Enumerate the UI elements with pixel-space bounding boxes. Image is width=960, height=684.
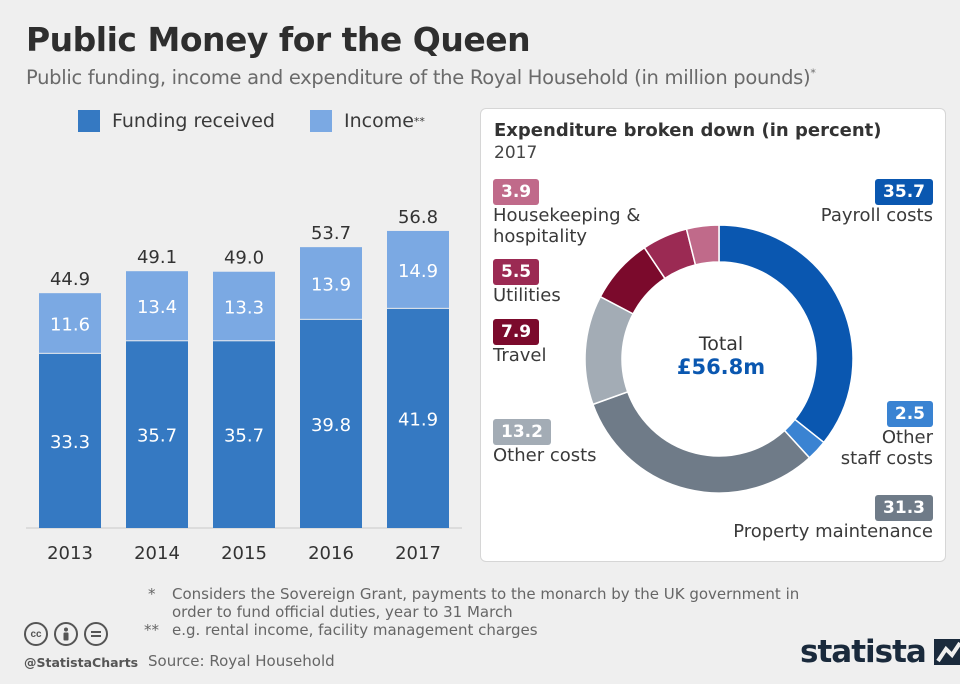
panel-year: 2017 (494, 143, 538, 163)
subtitle-text: Public funding, income and expenditure o… (26, 66, 811, 89)
subtitle-footnote-mark: * (810, 66, 816, 80)
legend-item-income: Income ** (310, 110, 425, 132)
label-funding-2014: 35.7 (137, 426, 177, 447)
annotation-other-costs: 13.2 Other costs (493, 419, 597, 466)
label-other-staff-line2: staff costs (840, 448, 933, 469)
badge-other-staff: 2.5 (886, 401, 933, 427)
x-tick-2016: 2016 (308, 543, 354, 564)
bar-income-2014 (126, 271, 188, 341)
legend-label-income: Income (344, 110, 414, 132)
label-funding-2013: 33.3 (50, 432, 90, 453)
label-income-2016: 13.9 (311, 274, 351, 295)
donut-slice-other_costs (584, 295, 635, 406)
label-travel: Travel (493, 345, 547, 366)
legend-income-mark: ** (413, 114, 425, 128)
label-income-2014: 13.4 (137, 297, 177, 318)
legend-item-funding: Funding received (78, 110, 275, 132)
bar-income-2017 (387, 230, 449, 308)
panel-title: Expenditure broken down (in percent) (494, 120, 882, 141)
donut-slice-property (591, 390, 811, 494)
label-housekeeping-line2: hospitality (493, 226, 588, 247)
footnotes: * Considers the Sovereign Grant, payments… (144, 585, 812, 639)
nd-icon (84, 622, 108, 646)
expenditure-panel: Expenditure broken down (in percent) 201… (480, 108, 946, 562)
legend-swatch-funding (78, 110, 100, 132)
donut-total-label: Total £56.8m (671, 333, 771, 379)
annotation-payroll: 35.7 Payroll costs (821, 179, 933, 226)
label-total-2013: 44.9 (50, 269, 90, 290)
bar-funding-2013 (39, 353, 101, 528)
annotation-travel: 7.9 Travel (493, 319, 547, 366)
legend-swatch-income (310, 110, 332, 132)
bar-funding-2017 (387, 308, 449, 528)
label-property: Property maintenance (733, 521, 933, 542)
chart-subtitle: Public funding, income and expenditure o… (26, 66, 816, 89)
by-icon (54, 622, 78, 646)
footnote-1-mark: * (148, 585, 156, 603)
bar-funding-2014 (126, 341, 188, 528)
bar-income-2016 (300, 247, 362, 319)
badge-other-costs: 13.2 (493, 419, 551, 445)
annotation-housekeeping: 3.9 Housekeeping & hospitality (493, 179, 640, 247)
bar-income-2015 (213, 271, 275, 341)
badge-housekeeping: 3.9 (493, 179, 540, 205)
label-housekeeping-line1: Housekeeping & (493, 205, 641, 226)
label-total-2016: 53.7 (311, 223, 351, 244)
footnote-1-text: Considers the Sovereign Grant, payments … (172, 585, 800, 621)
label-funding-2017: 41.9 (398, 409, 438, 430)
donut-total-value: £56.8m (676, 355, 766, 379)
footnote-2-text: e.g. rental income, facility management … (172, 621, 538, 639)
bar-income-2013 (39, 293, 101, 353)
cc-icon: cc (24, 622, 48, 646)
x-tick-2017: 2017 (395, 543, 441, 564)
label-payroll: Payroll costs (820, 205, 933, 226)
legend-label-funding: Funding received (112, 110, 275, 132)
statista-logo-icon (933, 639, 960, 665)
annotation-utilities: 5.5 Utilities (493, 259, 561, 306)
annotation-other-staff: 2.5 Other staff costs (841, 401, 933, 469)
label-income-2015: 13.3 (224, 298, 264, 319)
donut-chart (584, 224, 854, 494)
label-funding-2015: 35.7 (224, 426, 264, 447)
twitter-handle: @StatistaCharts (24, 655, 139, 670)
label-funding-2016: 39.8 (311, 415, 351, 436)
label-income-2017: 14.9 (398, 261, 438, 282)
license-icons: cc (24, 622, 108, 646)
label-total-2015: 49.0 (224, 248, 264, 269)
footnote-2: ** e.g. rental income, facility managemen… (144, 621, 812, 639)
badge-travel: 7.9 (493, 319, 540, 345)
badge-utilities: 5.5 (493, 259, 540, 285)
logo-text: statista (800, 634, 927, 670)
label-income-2013: 11.6 (50, 315, 90, 336)
donut-total-caption: Total (698, 333, 744, 355)
x-tick-2013: 2013 (47, 543, 93, 564)
label-total-2014: 49.1 (137, 247, 177, 268)
annotation-property: 31.3 Property maintenance (733, 495, 933, 542)
bar-funding-2015 (213, 341, 275, 528)
x-tick-2015: 2015 (221, 543, 267, 564)
label-other-staff-line1: Other (881, 427, 933, 448)
footnote-1: * Considers the Sovereign Grant, payments… (148, 585, 812, 621)
statista-logo[interactable]: statista (800, 634, 960, 670)
donut-slice-housekeeping (685, 224, 720, 266)
source-note: Source: Royal Household (148, 652, 335, 670)
label-utilities: Utilities (493, 285, 561, 306)
footnote-2-mark: ** (144, 621, 159, 639)
bar-chart: 33.3 11.6 44.9 2013 35.7 13.4 49.1 2014 35.7 13.3… (26, 207, 462, 564)
badge-payroll: 35.7 (875, 179, 933, 205)
donut-slice-payroll (718, 224, 854, 444)
label-total-2017: 56.8 (398, 207, 438, 228)
bar-funding-2016 (300, 319, 362, 528)
chart-title: Public Money for the Queen (26, 20, 531, 59)
x-tick-2014: 2014 (134, 543, 180, 564)
label-other-costs: Other costs (493, 445, 597, 466)
badge-property: 31.3 (875, 495, 933, 521)
